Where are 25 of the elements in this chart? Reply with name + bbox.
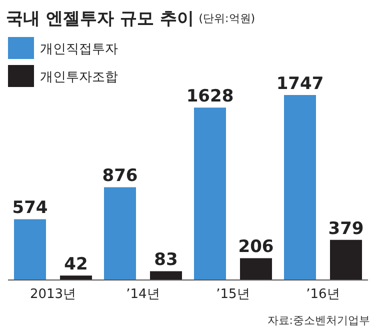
data-label: 206 [238,237,274,258]
bar [240,258,272,280]
bar [330,240,362,280]
data-label: 1747 [276,74,324,94]
data-label: 42 [64,254,88,275]
bar [60,276,92,280]
x-tick-label: ’15년 [216,287,250,302]
chart-subtitle: (단위:억원) [198,12,256,25]
bar [104,187,136,280]
x-tick-label: 2013년 [30,287,76,302]
bar [284,95,316,280]
x-tick-label: ’14년 [126,287,160,302]
data-label: 1628 [186,86,234,107]
data-label: 83 [154,250,178,270]
bar [150,271,182,280]
data-label: 379 [328,218,364,239]
text: 자료:중소벤처기업부 [267,314,370,327]
bar [194,108,226,280]
x-tick-label: ’16년 [306,287,340,302]
data-label: 876 [102,166,138,186]
legend-label: 개인투자조합 [40,70,118,85]
legend-label: 개인직접투자 [40,42,118,57]
data-label: 574 [12,198,48,218]
chart-title: 국내 엔젤투자 규모 추이 [6,9,194,29]
bar [14,219,46,280]
